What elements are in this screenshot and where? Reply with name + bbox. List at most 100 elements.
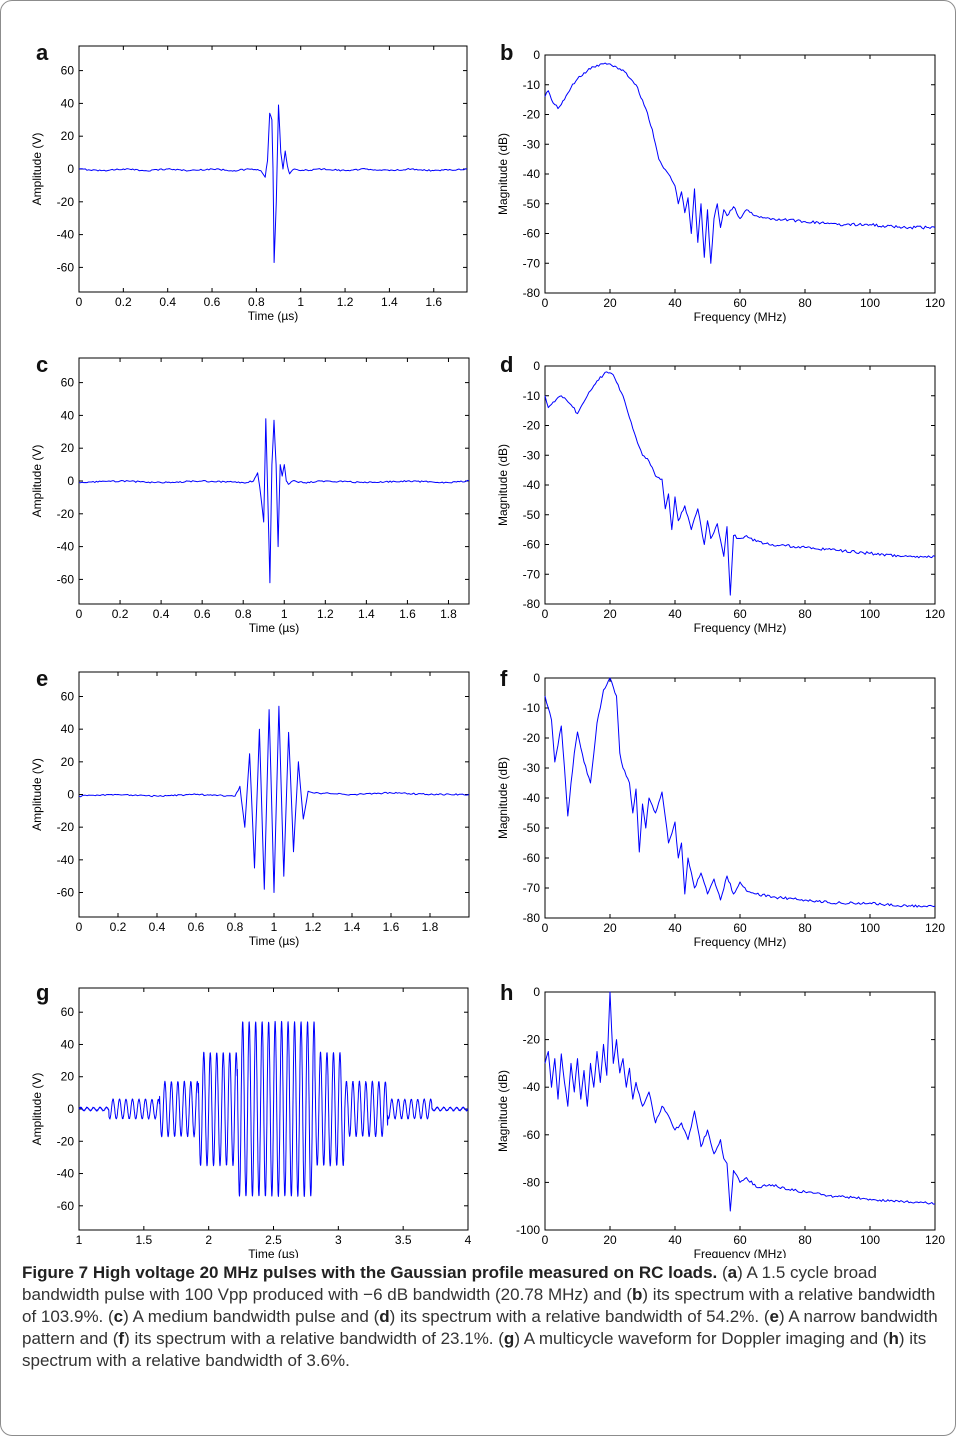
y-tick-label: -80 bbox=[523, 597, 541, 611]
y-tick-label: -40 bbox=[57, 853, 75, 867]
y-tick-label: -50 bbox=[523, 197, 541, 211]
x-tick-label: 0 bbox=[542, 296, 549, 310]
x-tick-label: 20 bbox=[603, 607, 617, 621]
y-tick-label: -30 bbox=[523, 761, 541, 775]
x-tick-label: 20 bbox=[603, 1233, 617, 1247]
y-tick-label: -50 bbox=[523, 821, 541, 835]
x-tick-label: 1.6 bbox=[399, 607, 416, 621]
x-tick-label: 1.8 bbox=[422, 920, 439, 934]
x-tick-label: 1.2 bbox=[337, 295, 354, 309]
y-tick-label: -40 bbox=[523, 167, 541, 181]
x-tick-label: 3.5 bbox=[395, 1233, 412, 1247]
x-tick-label: 120 bbox=[925, 296, 945, 310]
x-axis-label: Frequency (MHz) bbox=[694, 310, 787, 324]
y-tick-label: -10 bbox=[523, 78, 541, 92]
x-tick-label: 2 bbox=[205, 1233, 212, 1247]
x-tick-label: 40 bbox=[668, 1233, 682, 1247]
y-tick-label: -70 bbox=[523, 256, 541, 270]
caption-part-f: (f) its spectrum with a relative bandwid… bbox=[108, 1329, 494, 1348]
y-tick-label: -70 bbox=[523, 567, 541, 581]
y-tick-label: -60 bbox=[523, 538, 541, 552]
y-axis-label: Amplitude (V) bbox=[30, 1073, 44, 1146]
y-tick-label: -30 bbox=[523, 137, 541, 151]
x-tick-label: 60 bbox=[733, 296, 747, 310]
y-tick-label: -20 bbox=[523, 731, 541, 745]
x-tick-label: 0.4 bbox=[159, 295, 176, 309]
y-tick-label: 20 bbox=[61, 441, 75, 455]
y-tick-label: -40 bbox=[523, 791, 541, 805]
x-tick-label: 0.4 bbox=[153, 607, 170, 621]
panel-g: g 1 1.5 2 2.5 3 3.5 4 -60 -40 -20 0 20 40 60 Time (µs) A… bbox=[30, 980, 472, 1258]
y-axis-label: Magnitude (dB) bbox=[496, 1070, 510, 1152]
x-tick-label: 1 bbox=[271, 920, 278, 934]
y-axis-label: Amplitude (V) bbox=[30, 445, 44, 518]
y-tick-label: -40 bbox=[523, 478, 541, 492]
panel-e: e 0 0.2 0.4 0.6 0.8 1 1.2 1.4 1.6 1.8 -60 -40 -20 0 20 4… bbox=[30, 666, 470, 948]
figure-caption: Figure 7 High voltage 20 MHz pulses with… bbox=[22, 1262, 940, 1372]
y-axis-label: Magnitude (dB) bbox=[496, 133, 510, 215]
x-tick-label: 1.2 bbox=[305, 920, 322, 934]
y-tick-label: 0 bbox=[533, 985, 540, 999]
y-tick-label: -60 bbox=[523, 1128, 541, 1142]
x-tick-label: 40 bbox=[668, 607, 682, 621]
caption-part-h: (h) its spectrum with a relative bandwid… bbox=[22, 1329, 927, 1370]
panel-label: f bbox=[500, 666, 508, 691]
y-tick-label: -60 bbox=[523, 227, 541, 241]
plot-area bbox=[544, 991, 936, 1231]
x-axis-label: Frequency (MHz) bbox=[694, 621, 787, 635]
x-tick-label: 3 bbox=[335, 1233, 342, 1247]
panel-label: a bbox=[36, 40, 49, 65]
x-axis-label: Frequency (MHz) bbox=[694, 935, 787, 949]
y-tick-label: -60 bbox=[57, 260, 75, 274]
panel-h: h 0 20 40 60 80 100 120 -100 -80 -60 -40 -20 0 Frequen… bbox=[496, 980, 945, 1258]
x-tick-label: 1.2 bbox=[317, 607, 334, 621]
y-tick-label: -60 bbox=[523, 851, 541, 865]
series-line bbox=[544, 371, 936, 596]
caption-part-e: (e) A narrow bandwidth pattern and bbox=[22, 1307, 938, 1348]
y-tick-label: -20 bbox=[523, 1033, 541, 1047]
x-tick-label: 0.6 bbox=[204, 295, 221, 309]
series-line bbox=[544, 991, 936, 1212]
x-tick-label: 0.8 bbox=[235, 607, 252, 621]
y-tick-label: -10 bbox=[523, 701, 541, 715]
y-tick-label: -20 bbox=[523, 419, 541, 433]
plot-area bbox=[544, 54, 936, 294]
y-tick-label: 0 bbox=[67, 162, 74, 176]
x-tick-label: 2.5 bbox=[265, 1233, 282, 1247]
x-tick-label: 0.2 bbox=[112, 607, 129, 621]
panel-label: h bbox=[500, 980, 513, 1005]
panel-label: b bbox=[500, 40, 513, 65]
y-tick-label: 60 bbox=[61, 376, 75, 390]
y-tick-label: 40 bbox=[61, 1037, 75, 1051]
x-tick-label: 1 bbox=[281, 607, 288, 621]
y-axis-label: Amplitude (V) bbox=[30, 133, 44, 206]
x-tick-label: 80 bbox=[798, 607, 812, 621]
y-tick-label: -60 bbox=[57, 572, 75, 586]
panel-d: d 0 20 40 60 80 100 120 -80 -70 -60 -50 -40 -30 -20 -10… bbox=[496, 352, 945, 635]
caption-title: Figure 7 High voltage 20 MHz pulses with… bbox=[22, 1263, 718, 1282]
y-tick-label: -80 bbox=[523, 286, 541, 300]
x-tick-label: 1.5 bbox=[135, 1233, 152, 1247]
y-tick-label: -20 bbox=[523, 108, 541, 122]
caption-part-b: (b) its spectrum with a relative bandwid… bbox=[22, 1285, 936, 1326]
x-tick-label: 80 bbox=[798, 296, 812, 310]
panel-label: e bbox=[36, 666, 48, 691]
x-tick-label: 60 bbox=[733, 607, 747, 621]
y-tick-label: -60 bbox=[57, 1199, 75, 1213]
plot-area bbox=[78, 45, 468, 293]
figure-charts: a0 0.2 0.4 0.6 0.8 1 1.2 1.4 1.6-60-40-200204060… bbox=[30, 40, 945, 1258]
y-tick-label: 0 bbox=[533, 671, 540, 685]
x-tick-label: 0.6 bbox=[188, 920, 205, 934]
x-tick-label: 1.4 bbox=[344, 920, 361, 934]
y-tick-label: 60 bbox=[61, 1005, 75, 1019]
x-axis-label: Frequency (MHz) bbox=[694, 1247, 787, 1258]
x-tick-label: 0.8 bbox=[227, 920, 244, 934]
x-tick-label: 1.6 bbox=[425, 295, 442, 309]
x-tick-label: 40 bbox=[668, 296, 682, 310]
panel-a: a 0 0.2 0.4 0.6 0.8 1 1.2 1.4 1.6 -60 -40 -20 0 20 40 60… bbox=[30, 40, 468, 323]
x-tick-label: 60 bbox=[733, 921, 747, 935]
y-tick-label: -40 bbox=[57, 228, 75, 242]
y-tick-label: -40 bbox=[57, 540, 75, 554]
y-tick-label: -70 bbox=[523, 881, 541, 895]
